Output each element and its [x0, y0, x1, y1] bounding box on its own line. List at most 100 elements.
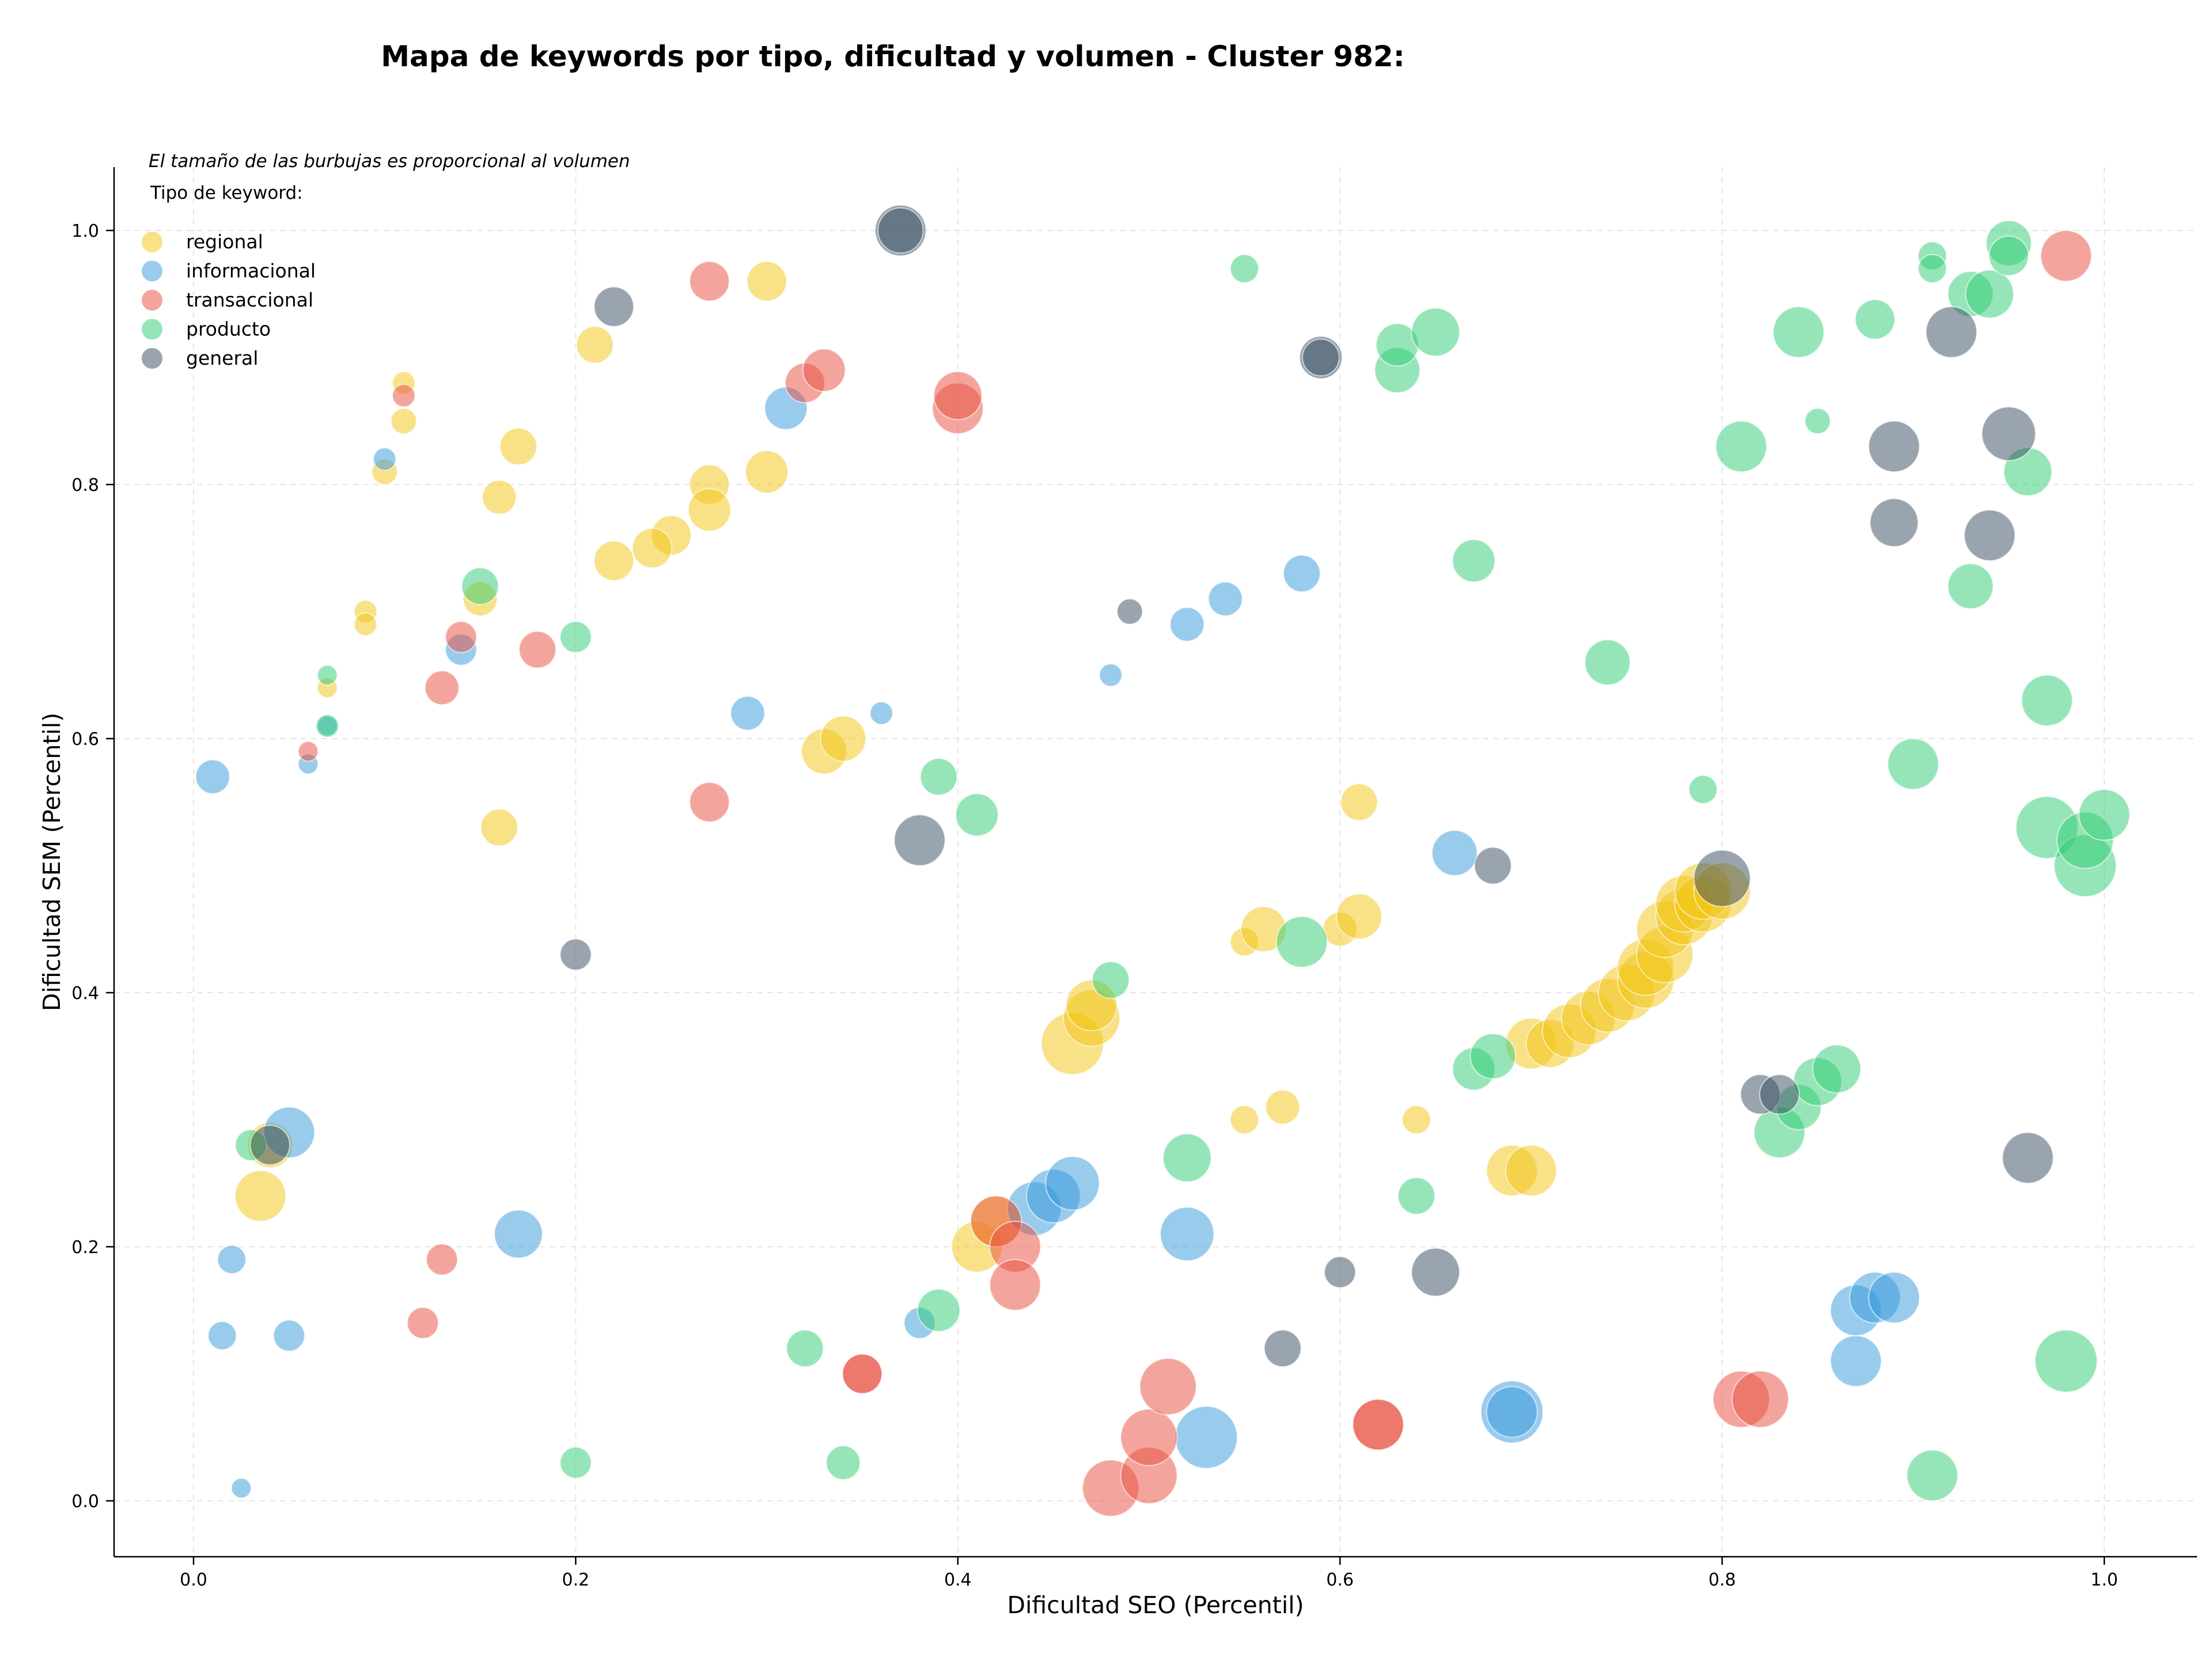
bubble-producto: [1469, 1033, 1516, 1080]
y-tick-label: 1.0: [71, 221, 99, 241]
bubble-general: [1981, 406, 2036, 461]
series-general: [249, 204, 2054, 1368]
bubble-informacional: [730, 695, 766, 731]
bubble-regional: [593, 540, 634, 581]
bubble-regional: [1229, 1105, 1259, 1134]
bubble-general: [1869, 498, 1919, 547]
bubble-producto: [2078, 789, 2131, 841]
bubble-regional: [745, 450, 789, 494]
bubble-regional: [499, 427, 537, 466]
bubble-producto: [1092, 961, 1130, 999]
bubble-producto: [1162, 1133, 1212, 1183]
bubble-producto: [1688, 774, 1718, 804]
bubble-transaccional: [933, 371, 983, 421]
bubble-producto: [2034, 1329, 2098, 1393]
bubble-informacional: [207, 1321, 237, 1350]
bubble-producto: [1275, 915, 1328, 968]
bubble-informacional: [1486, 1386, 1538, 1438]
bubble-producto: [1906, 1449, 1959, 1501]
bubble-general: [893, 814, 946, 867]
bubble-general: [559, 938, 592, 971]
bubble-size-note: El tamaño de las burbujas es proporciona…: [149, 151, 630, 172]
chart-title: Mapa de keywords por tipo, dificultad y …: [381, 40, 1404, 73]
legend-marker-transaccional: [141, 289, 164, 312]
bubble-producto: [1452, 539, 1496, 583]
bubble-general: [877, 207, 924, 254]
bubble-informacional: [1868, 1272, 1921, 1324]
bubble-transaccional: [407, 1307, 439, 1340]
x-tick-label: 0.4: [944, 1570, 972, 1590]
bubble-transaccional: [518, 630, 556, 669]
bubble-regional: [1402, 1105, 1431, 1134]
bubble-regional: [746, 260, 787, 302]
bubble-informacional: [373, 447, 397, 471]
bubble-informacional: [1175, 1405, 1238, 1469]
bubble-transaccional: [802, 348, 846, 392]
y-tick-label: 0.2: [71, 1238, 99, 1258]
bubble-informacional: [272, 1319, 305, 1352]
legend-label-regional: regional: [186, 230, 263, 253]
bubble-transaccional: [689, 260, 730, 302]
legend-title: Tipo de keyword:: [150, 183, 303, 203]
bubble-producto: [919, 758, 958, 796]
bubble-informacional: [1283, 554, 1321, 593]
bubble-transaccional: [1120, 1408, 1178, 1466]
bubble-producto: [1804, 407, 1831, 434]
bubble-informacional: [1431, 830, 1478, 876]
bubble-producto: [1988, 235, 2029, 277]
bubble-regional: [575, 326, 614, 364]
bubble-producto: [1584, 639, 1631, 686]
bubble-producto: [916, 1288, 961, 1333]
y-tick-label: 0.8: [71, 475, 99, 495]
bubble-general: [1411, 1247, 1460, 1297]
bubble-general: [1963, 509, 2016, 562]
series-informacional: [195, 386, 1921, 1499]
axes: [113, 167, 2197, 1558]
legend-label-transaccional: transaccional: [186, 289, 313, 311]
bubble-producto: [1854, 299, 1896, 340]
ticks: 0.0 0.2 0.4 0.6 0.8 1.0 0.0 0.2 0.4 0.6 0.8 1.0: [71, 221, 2118, 1590]
bubble-producto: [786, 1329, 824, 1368]
y-tick-label: 0.0: [71, 1492, 99, 1512]
bubble-transaccional: [297, 740, 319, 762]
bubble-regional: [1340, 783, 1378, 822]
bubble-transaccional: [392, 384, 416, 408]
legend-marker-general: [141, 347, 164, 370]
legend-label-general: general: [186, 347, 258, 369]
bubble-producto: [1918, 253, 1947, 283]
bubble-producto: [1715, 420, 1767, 473]
bubble-producto: [1887, 738, 1940, 790]
bubble-producto: [1397, 1176, 1435, 1215]
bubble-general: [1868, 420, 1921, 473]
x-tick-label: 1.0: [2090, 1570, 2118, 1590]
bubble-general: [1116, 598, 1143, 625]
bubble-producto: [1229, 253, 1259, 283]
bubble-informacional: [195, 759, 230, 794]
bubbles: [195, 204, 2131, 1517]
x-tick-label: 0.8: [1709, 1570, 1736, 1590]
bubble-regional: [234, 1170, 287, 1222]
bubble-general: [1925, 306, 1978, 358]
x-tick-label: 0.0: [180, 1570, 207, 1590]
bubble-transaccional: [689, 782, 730, 823]
bubble-producto: [1772, 306, 1825, 358]
bubble-regional: [687, 488, 732, 532]
bubble-informacional: [1160, 1206, 1215, 1262]
bubble-general: [2002, 1132, 2054, 1184]
bubble-producto: [825, 1445, 861, 1481]
bubble-informacional: [1099, 663, 1123, 687]
bubble-producto: [1965, 269, 2014, 319]
bubble-regional: [631, 528, 673, 569]
bubble-regional: [820, 715, 867, 762]
bubble-general: [1693, 849, 1751, 907]
bubble-transaccional: [1731, 1370, 1789, 1428]
bubble-transaccional: [1352, 1398, 1404, 1451]
legend-label-producto: producto: [186, 318, 271, 340]
bubble-transaccional: [2040, 230, 2092, 282]
legend-marker-informacional: [141, 259, 164, 283]
x-axis-label: Dificultad SEO (Percentil): [1007, 1591, 1304, 1619]
bubble-transaccional: [426, 1243, 459, 1276]
series-producto: [234, 220, 2131, 1501]
bubble-informacional: [494, 1209, 543, 1259]
